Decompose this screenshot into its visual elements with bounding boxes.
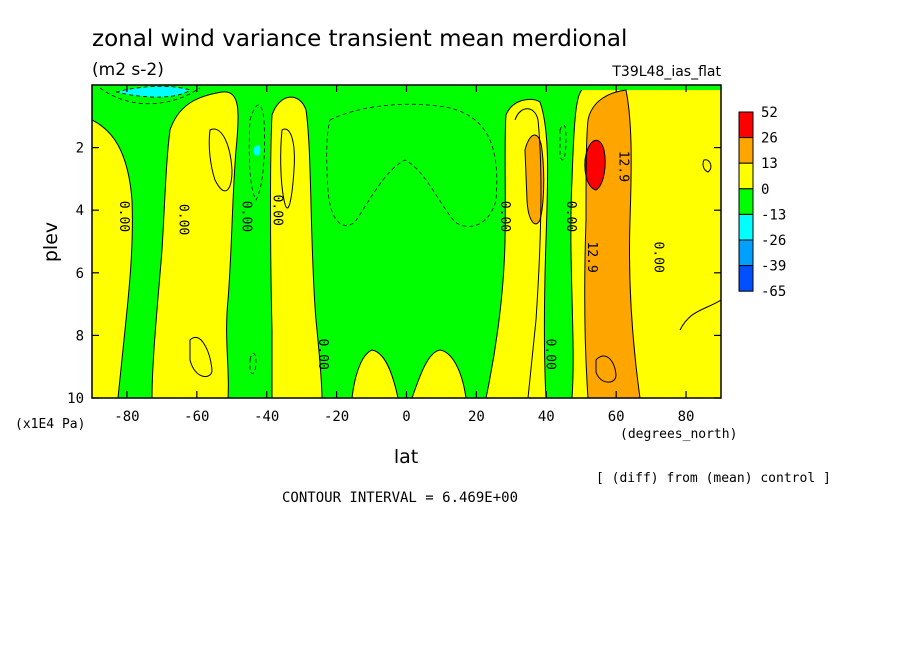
- contour-label: 0.00: [315, 339, 330, 370]
- x-axis-label: lat: [394, 446, 418, 468]
- band-nh-35-high: [525, 135, 544, 224]
- max-core: [584, 140, 606, 190]
- run-label: T39L48_ias_flat: [611, 64, 721, 80]
- band-sh-60: [152, 91, 239, 398]
- colorbar: 52 26 13 0 -13 -26 -39 -65: [738, 105, 786, 300]
- x-tick-label: 40: [538, 409, 555, 425]
- contour-label: 0.00: [175, 204, 190, 235]
- y-axis-label: plev: [40, 222, 62, 262]
- colorbar-label: -39: [761, 259, 786, 275]
- band-sh-polar: [92, 120, 133, 398]
- contour-label: 0.00: [542, 339, 557, 370]
- contour-labels: 0.00 0.00 0.00 0.00 0.00 0.00 0.00 0.00 0.00 12.9…: [116, 151, 666, 370]
- x-tick-label: -20: [324, 409, 349, 425]
- colorbar-swatch: [738, 111, 754, 139]
- contour-label: 0.00: [116, 201, 131, 232]
- x-tick-label: -40: [254, 409, 279, 425]
- neg-blob-top: [116, 86, 190, 98]
- band-eq-b: [412, 350, 466, 398]
- contour-label: 12.9: [616, 151, 631, 182]
- x-axis-units: (degrees_north): [620, 427, 737, 442]
- colorbar-label: -13: [761, 207, 786, 223]
- x-tick-label: 60: [608, 409, 625, 425]
- contour-field: [92, 85, 721, 398]
- contour-interval: CONTOUR INTERVAL = 6.469E+00: [282, 490, 518, 506]
- colorbar-label: 26: [761, 131, 778, 147]
- chart-subtitle: (m2 s-2): [92, 60, 164, 80]
- colorbar-label: 0: [761, 182, 769, 198]
- x-tick-label: 0: [402, 409, 410, 425]
- diff-note: [ (diff) from (mean) control ]: [596, 471, 831, 486]
- colorbar-swatch: [738, 162, 754, 190]
- colorbar-label: 13: [761, 156, 778, 172]
- colorbar-swatch: [738, 188, 754, 215]
- contour-label: 0.00: [497, 201, 512, 232]
- contour-label: 0.00: [270, 195, 285, 226]
- y-tick-label: 2: [76, 141, 84, 157]
- x-tick-label: 20: [468, 409, 485, 425]
- colorbar-swatch: [738, 265, 754, 292]
- y-axis-ticks: 2 4 6 8 10: [67, 141, 721, 407]
- x-tick-label: 80: [678, 409, 695, 425]
- colorbar-swatch: [738, 137, 754, 164]
- colorbar-swatch: [738, 239, 754, 267]
- chart-title: zonal wind variance transient mean merdi…: [92, 26, 627, 52]
- contour-label: 0.00: [563, 201, 578, 232]
- x-axis-ticks: -80 -60 -40 -20 0 20 40 60 80: [114, 85, 694, 425]
- y-axis-units: (x1E4 Pa): [15, 417, 85, 432]
- contour-label: 0.00: [651, 241, 666, 272]
- contour-label: 0.00: [238, 201, 253, 232]
- contour-label: 12.9: [584, 241, 599, 272]
- x-tick-label: -80: [114, 409, 139, 425]
- y-tick-label: 4: [76, 203, 84, 219]
- band-sh-35: [270, 97, 322, 398]
- neg-blob-small: [253, 145, 261, 156]
- colorbar-swatch: [738, 213, 754, 241]
- y-tick-label: 8: [76, 328, 84, 344]
- colorbar-label: -65: [761, 284, 786, 300]
- y-tick-label: 10: [67, 391, 84, 407]
- band-eq-a: [352, 350, 398, 398]
- colorbar-label: -26: [761, 233, 786, 249]
- colorbar-label: 52: [761, 105, 778, 121]
- y-tick-label: 6: [76, 266, 84, 282]
- x-tick-label: -60: [184, 409, 209, 425]
